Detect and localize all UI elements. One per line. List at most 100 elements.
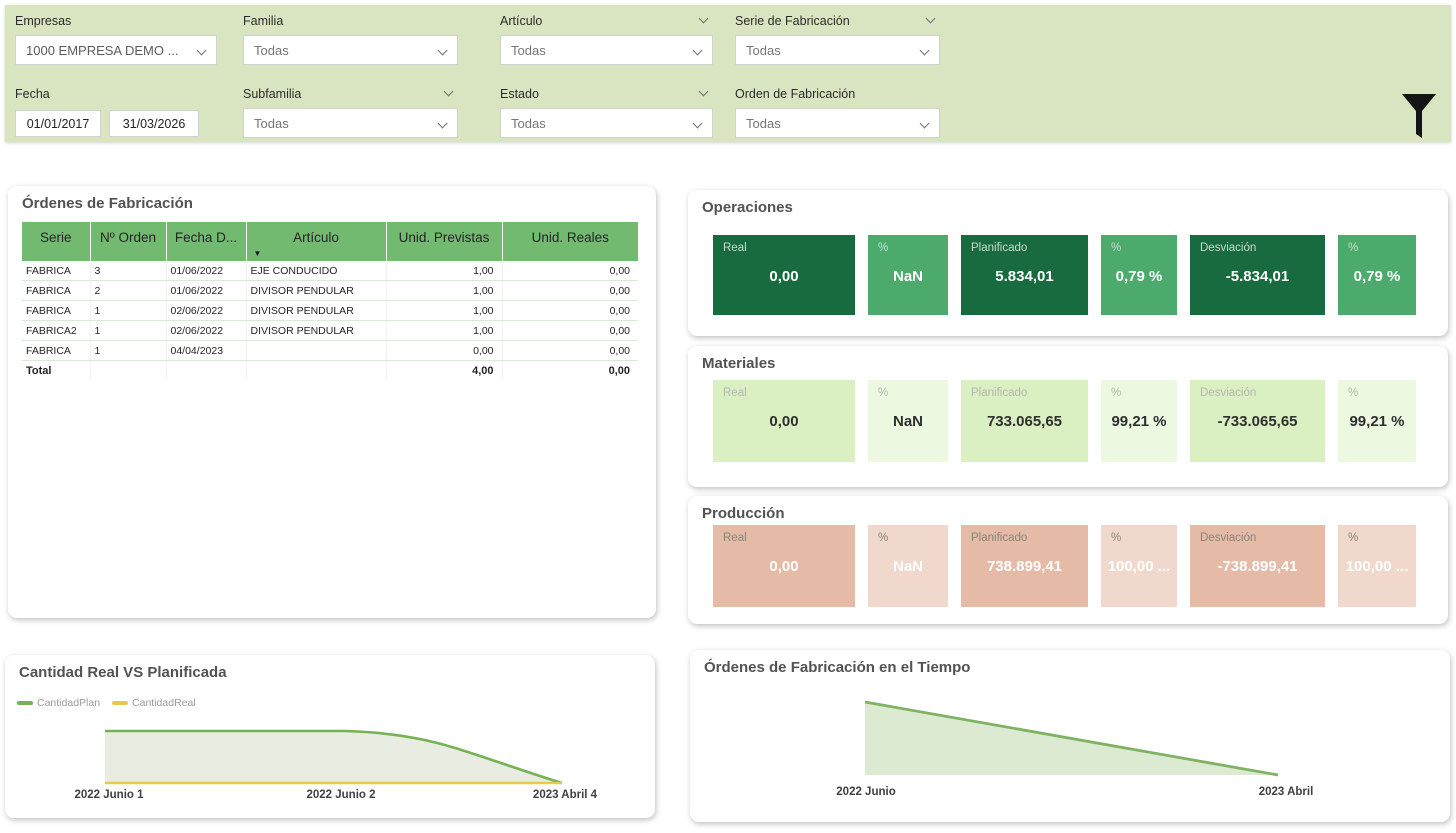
subfamilia-dropdown[interactable]: Todas — [243, 108, 458, 138]
cell-serie: FABRICA — [22, 280, 90, 301]
filter-serie-fabricacion: Serie de Fabricación Todas — [735, 11, 940, 65]
chevron-down-icon — [692, 45, 703, 56]
kpi-tile-planificado-pct: % 99,21 % — [1101, 380, 1177, 462]
cell-serie: FABRICA2 — [22, 320, 90, 341]
kpi-tile-desviacion-pct: % 0,79 % — [1338, 235, 1416, 315]
kpi-label: Real — [723, 532, 747, 544]
kpi-value: 733.065,65 — [986, 413, 1063, 430]
kpi-tile-desviacion-pct: % 99,21 % — [1338, 380, 1416, 462]
chevron-down-icon[interactable] — [698, 13, 709, 24]
cell-unid-previstas: 1,00 — [385, 300, 502, 321]
cell-articulo — [245, 340, 386, 361]
column-header-articulo[interactable]: Artículo ▼ — [245, 222, 386, 261]
kpi-label: Real — [723, 387, 747, 399]
table-row[interactable]: FABRICA 3 01/06/2022 EJE CONDUCIDO 1,00 … — [22, 261, 638, 281]
ordenes-line — [864, 700, 1279, 777]
kpi-value: -738.899,41 — [1217, 558, 1298, 575]
table-total-row: Total 4,00 0,00 — [22, 360, 638, 380]
orden-fabricacion-label: Orden de Fabricación — [735, 87, 856, 101]
table-row[interactable]: FABRICA2 1 02/06/2022 DIVISOR PENDULAR 1… — [22, 320, 638, 341]
cell-unid-previstas: 0,00 — [385, 340, 502, 361]
cell-n-orden: 3 — [89, 261, 166, 281]
chevron-down-icon[interactable] — [443, 86, 454, 97]
legend-label: CantidadReal — [132, 697, 196, 709]
chevron-down-icon[interactable] — [925, 13, 936, 24]
chevron-down-icon[interactable] — [698, 86, 709, 97]
column-header-fecha[interactable]: Fecha D... — [165, 222, 246, 261]
articulo-dropdown[interactable]: Todas — [500, 35, 713, 65]
x-tick: 2022 Junio 2 — [306, 789, 376, 801]
cell-articulo: DIVISOR PENDULAR — [245, 300, 386, 321]
estado-dropdown[interactable]: Todas — [500, 108, 713, 138]
familia-dropdown[interactable]: Todas — [243, 35, 458, 65]
column-header-unid-previstas[interactable]: Unid. Previstas — [385, 222, 502, 261]
legend-label: CantidadPlan — [37, 697, 101, 709]
kpi-value: 0,00 — [769, 413, 799, 430]
kpi-tile-real: Real 0,00 — [713, 235, 855, 315]
chevron-down-icon — [437, 45, 448, 56]
kpi-label: Planificado — [971, 242, 1028, 254]
cell-unid-reales: 0,00 — [501, 320, 638, 341]
x-tick: 2022 Junio — [836, 786, 896, 798]
fecha-to-input[interactable]: 31/03/2026 — [109, 110, 199, 137]
cell-n-orden: 1 — [89, 300, 166, 321]
chevron-down-icon — [919, 118, 930, 129]
subfamilia-label: Subfamilia — [243, 87, 302, 101]
column-header-unid-reales[interactable]: Unid. Reales — [501, 222, 638, 261]
kpi-tile-real: Real 0,00 — [713, 380, 855, 462]
filter-subfamilia: Subfamilia Todas — [243, 84, 458, 138]
kpi-label: % — [1348, 242, 1359, 254]
x-tick: 2022 Junio 1 — [74, 789, 144, 801]
kpi-tile-real-pct: % NaN — [868, 235, 948, 315]
kpi-tile-planificado: Planificado 738.899,41 — [961, 525, 1088, 607]
kpi-label: % — [1348, 532, 1359, 544]
kpi-label: Desviación — [1200, 387, 1257, 399]
kpi-value: 0,79 % — [1353, 268, 1401, 285]
filter-fecha: Fecha 01/01/2017 31/03/2026 — [15, 84, 217, 137]
cell-fecha: 04/04/2023 — [165, 340, 246, 361]
kpi-value: 100,00 ... — [1107, 558, 1171, 575]
kpi-tile-planificado: Planificado 5.834,01 — [961, 235, 1088, 315]
cell-unid-reales: 0,00 — [501, 280, 638, 301]
cell-serie: FABRICA — [22, 340, 90, 361]
filter-orden-fabricacion: Orden de Fabricación Todas — [735, 84, 940, 138]
chevron-down-icon — [692, 118, 703, 129]
subfamilia-value: Todas — [254, 115, 289, 131]
kpi-tile-desviacion: Desviación -738.899,41 — [1190, 525, 1325, 607]
estado-value: Todas — [511, 115, 546, 131]
chart-cantidad-card: Cantidad Real VS Planificada CantidadPla… — [5, 655, 655, 818]
cantidad-area-chart — [105, 729, 563, 785]
column-header-serie[interactable]: Serie — [22, 222, 90, 261]
orden-fabricacion-dropdown[interactable]: Todas — [735, 108, 940, 138]
fecha-from-input[interactable]: 01/01/2017 — [15, 110, 101, 137]
legend-item-cantidadreal: CantidadReal — [112, 697, 196, 709]
kpi-label: % — [1111, 532, 1122, 544]
empresas-label: Empresas — [15, 14, 72, 28]
materiales-tiles: Real 0,00 % NaN Planificado 733.065,65 %… — [713, 380, 1416, 462]
materiales-card: Materiales Real 0,00 % NaN Planificado 7… — [688, 346, 1448, 487]
operaciones-title: Operaciones — [702, 199, 793, 216]
empresas-dropdown[interactable]: 1000 EMPRESA DEMO ... — [15, 35, 217, 65]
orders-table: Serie Nº Orden Fecha D... Artículo ▼ Uni… — [22, 222, 638, 380]
kpi-label: % — [1111, 387, 1122, 399]
kpi-label: Desviación — [1200, 532, 1257, 544]
filter-funnel-icon[interactable] — [1401, 93, 1437, 139]
table-row[interactable]: FABRICA 2 01/06/2022 DIVISOR PENDULAR 1,… — [22, 280, 638, 301]
table-row[interactable]: FABRICA 1 04/04/2023 0,00 0,00 — [22, 340, 638, 361]
kpi-value: 100,00 ... — [1345, 558, 1409, 575]
table-row[interactable]: FABRICA 1 02/06/2022 DIVISOR PENDULAR 1,… — [22, 300, 638, 321]
articulo-label: Artículo — [500, 14, 543, 28]
kpi-label: % — [1111, 242, 1122, 254]
orden-fabricacion-value: Todas — [746, 115, 781, 131]
kpi-tile-planificado: Planificado 733.065,65 — [961, 380, 1088, 462]
chevron-down-icon — [919, 45, 930, 56]
serie-fabricacion-dropdown[interactable]: Todas — [735, 35, 940, 65]
kpi-tile-desviacion: Desviación -5.834,01 — [1190, 235, 1325, 315]
cell-unid-reales: 0,00 — [501, 261, 638, 281]
total-unid-reales: 0,00 — [501, 360, 638, 380]
cell-unid-previstas: 1,00 — [385, 320, 502, 341]
kpi-tile-real: Real 0,00 — [713, 525, 855, 607]
kpi-label: % — [878, 532, 889, 544]
column-header-n-orden[interactable]: Nº Orden — [89, 222, 166, 261]
kpi-value: 0,00 — [769, 268, 799, 285]
